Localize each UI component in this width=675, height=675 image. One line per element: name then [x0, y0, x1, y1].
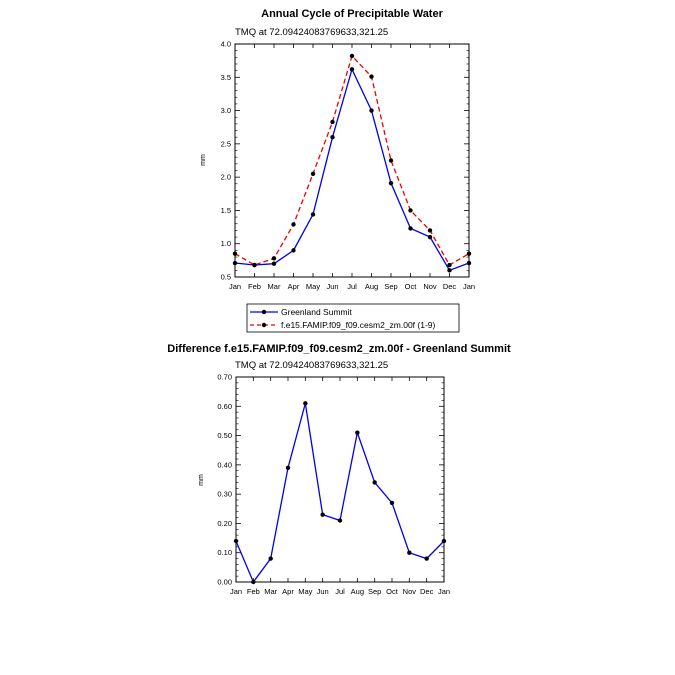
chart1-ytick-label: 2.0 [221, 173, 231, 182]
chart1-series-1-point [388, 180, 394, 186]
legend-label-series2: f.e15.FAMIP.f09_f09.cesm2_zm.00f (1-9) [281, 320, 436, 330]
chart2-series-1-point [303, 401, 308, 406]
chart2-xtick-label: Nov [403, 587, 417, 596]
chart1-ytick-label: 1.5 [221, 206, 231, 215]
chart2-series-1-point [441, 538, 447, 544]
chart2-ytick-label: 0.50 [217, 431, 232, 440]
chart1-xtick-label: Jul [347, 282, 357, 291]
chart1-plot: Jan Feb Mar Apr May Jun Jul Aug Sep Oct Nov Dec Jan0… [221, 40, 475, 292]
chart2-series-1-line [235, 403, 445, 584]
chart1-xtick-label: Dec [443, 282, 457, 291]
chart1-series-2-point [271, 256, 277, 261]
chart1-series-1-point [408, 226, 413, 231]
chart2-series-1-point [251, 579, 256, 585]
chart1-xtick-label: Jan [463, 282, 475, 291]
chart2-xtick-label: Jan [230, 587, 242, 596]
chart2-plot: Jan Feb Mar Apr May Jun Jul Aug Sep Oct Nov Dec Jan0… [217, 373, 450, 597]
chart1-ytick-label: 3.5 [221, 73, 231, 82]
chart1-xtick-label: Oct [405, 282, 418, 291]
chart1-series-1-point [232, 260, 238, 266]
chart2-subtitle: TMQ at 72.09424083769633,321.25 [235, 360, 388, 371]
chart2-xtick-label: Jun [317, 587, 329, 596]
chart2-ytick-label: 0.00 [217, 578, 232, 587]
chart2-xtick-label: Aug [351, 587, 364, 596]
chart1-series-1-point [466, 260, 472, 266]
chart1-series-2-point [330, 119, 335, 125]
chart1-ytick-label: 2.5 [221, 139, 231, 148]
chart2-xtick-label: Feb [247, 587, 260, 596]
chart2-series-1-point [268, 556, 273, 561]
chart2-frame [235, 376, 445, 583]
chart1-series-1-line [234, 67, 470, 272]
chart2-series-1-point [233, 538, 239, 544]
chart2-xtick-label: Jul [335, 587, 345, 596]
chart2-series-1-point [337, 518, 343, 523]
chart2-series-1-point [355, 430, 360, 435]
chart1-ytick-label: 1.0 [221, 239, 231, 248]
chart2-series-1-point [389, 500, 395, 506]
chart1-xtick-label: Mar [268, 282, 281, 291]
chart1-xtick-label: Jun [326, 282, 338, 291]
chart2-series-1-point [320, 512, 325, 517]
chart1-series-2-point [427, 228, 433, 233]
chart2-xtick-label: Sep [368, 587, 381, 596]
chart1-series-1-point [427, 234, 433, 240]
chart1-series-1-point [349, 67, 355, 72]
chart1-series-1-point [447, 268, 452, 273]
chart1-series-1-point [271, 261, 277, 266]
chart1-series-2-point [291, 222, 296, 227]
chart2-xtick-label: Apr [282, 587, 294, 596]
chart1-xtick-label: Apr [288, 282, 300, 291]
legend-label-series1: Greenland Summit [281, 307, 353, 317]
chart2-ytick-label: 0.20 [217, 519, 232, 528]
chart2-series-1-point [424, 556, 429, 561]
chart1-series-2-point [310, 171, 316, 177]
chart1-ytick-label: 4.0 [221, 40, 231, 49]
chart2-ytick-label: 0.30 [217, 490, 232, 499]
chart1-series-2-point [349, 53, 355, 59]
chart1-series-2-point [369, 74, 374, 79]
chart2-xtick-label: Mar [264, 587, 277, 596]
chart1-series-2-point [447, 262, 452, 268]
chart1-xtick-label: Sep [384, 282, 397, 291]
chart2-title: Difference f.e15.FAMIP.f09_f09.cesm2_zm.… [167, 343, 511, 355]
chart2-xtick-label: May [298, 587, 312, 596]
chart1-ytick-label: 3.0 [221, 106, 231, 115]
chart1-series-2-point [388, 158, 394, 163]
chart1-xtick-label: May [306, 282, 320, 291]
chart2-series-1-point [407, 550, 412, 555]
legend-marker-series2 [261, 322, 267, 328]
chart2-xtick-label: Oct [386, 587, 399, 596]
chart2-series-1-point [372, 480, 377, 485]
chart1-series-2-line [234, 54, 470, 266]
chart1-subtitle: TMQ at 72.09424083769633,321.25 [235, 27, 388, 38]
chart1-ytick-label: 0.5 [221, 273, 231, 282]
chart2-ytick-label: 0.40 [217, 460, 232, 469]
chart1-series-1-point [291, 248, 296, 253]
chart1-series-2-point [408, 208, 413, 213]
chart2-series-1-point [285, 465, 291, 470]
chart1-series-2-point [252, 262, 257, 268]
chart2-ytick-label: 0.70 [217, 373, 232, 382]
chart1-xtick-label: Aug [365, 282, 378, 291]
chart1-xtick-label: Jan [229, 282, 241, 291]
chart2-xtick-label: Jan [438, 587, 450, 596]
chart2-ytick-label: 0.10 [217, 548, 232, 557]
chart1-series-1-point [330, 135, 335, 140]
chart1-frame [234, 43, 470, 278]
legend-marker-series1 [261, 309, 267, 315]
chart1-title: Annual Cycle of Precipitable Water [261, 8, 443, 20]
chart2-xtick-label: Dec [420, 587, 434, 596]
chart1-series-1-point [369, 108, 374, 113]
legend-box [246, 303, 460, 333]
chart1-xtick-label: Feb [248, 282, 261, 291]
chart1-series-2-point [466, 251, 472, 256]
chart1-ylabel: mm [200, 154, 207, 166]
chart2-ytick-label: 0.60 [217, 402, 232, 411]
chart1-series-1-point [310, 212, 316, 217]
chart2-ylabel: mm [198, 474, 205, 486]
chart1-xtick-label: Nov [423, 282, 437, 291]
chart1-series-2-point [232, 251, 238, 256]
